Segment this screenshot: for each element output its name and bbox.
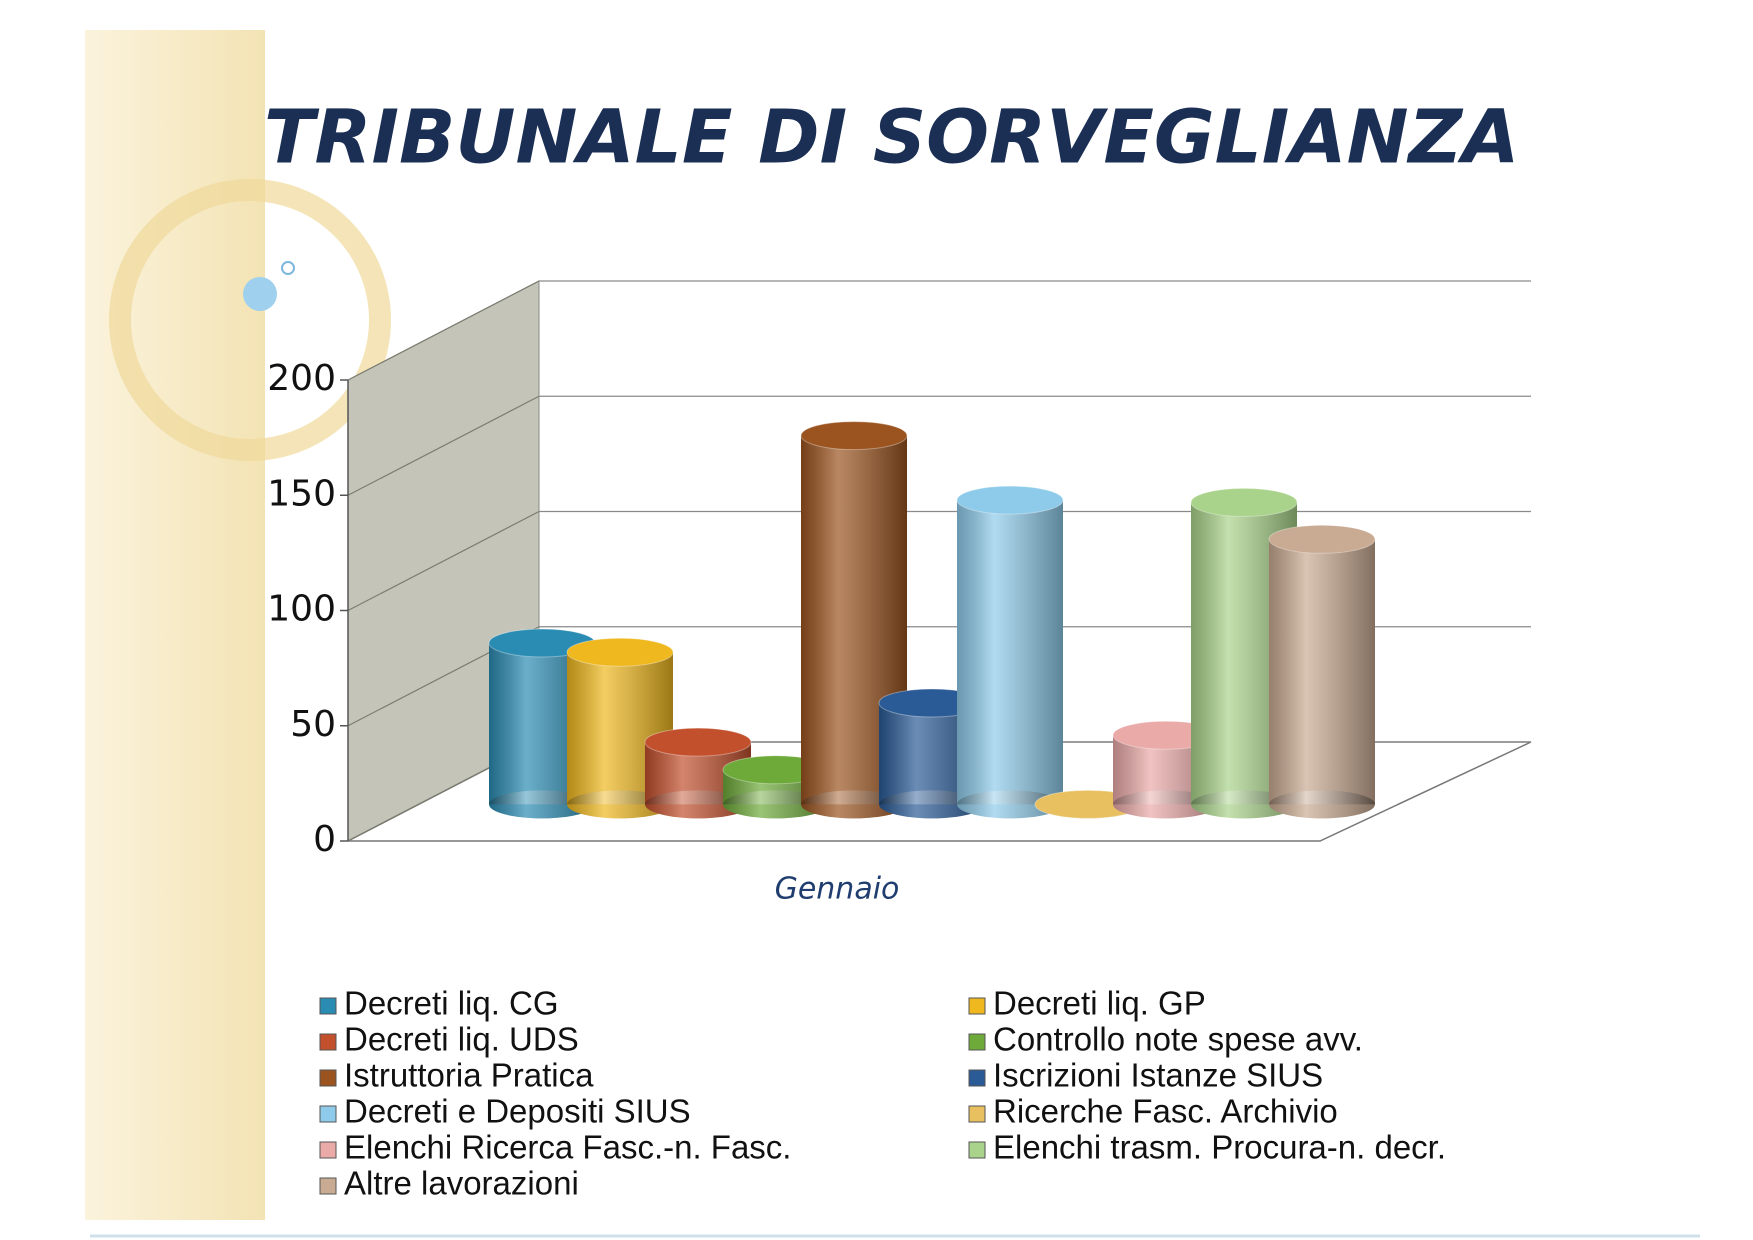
- bar-shade: [957, 500, 1063, 805]
- chart-title: TRIBUNALE DI SORVEGLIANZA: [264, 95, 1519, 181]
- y-tick-label: 200: [267, 358, 336, 399]
- grid-line: [347, 510, 540, 612]
- decor-bubble: [243, 277, 277, 311]
- legend-swatch: [968, 1141, 986, 1159]
- legend-swatch: [968, 1033, 986, 1051]
- legend-label: Decreti liq. GP: [993, 985, 1206, 1022]
- grid-line: [347, 280, 540, 381]
- legend-swatch: [319, 1105, 337, 1123]
- legend-swatch: [968, 997, 986, 1015]
- bar-cap: [1268, 524, 1376, 554]
- decor-bubble: [281, 261, 295, 275]
- bar-cap: [566, 637, 674, 667]
- legend-swatch: [968, 1069, 986, 1087]
- legend-swatch: [319, 1141, 337, 1159]
- legend-swatch: [319, 1069, 337, 1087]
- legend-label: Elenchi Ricerca Fasc.-n. Fasc.: [344, 1129, 791, 1166]
- legend-swatch: [968, 1105, 986, 1123]
- legend-label: Controllo note spese avv.: [993, 1021, 1363, 1058]
- y-tick-label: 150: [267, 473, 336, 514]
- bar-cap: [800, 421, 908, 451]
- decor-stripe: [85, 30, 265, 1220]
- y-tick-label: 100: [267, 589, 336, 630]
- legend-label: Elenchi trasm. Procura-n. decr.: [993, 1129, 1446, 1166]
- y-tick-label: 50: [290, 704, 336, 745]
- bar-base: [1269, 790, 1375, 819]
- legend-label: Altre lavorazioni: [344, 1165, 579, 1202]
- x-tick-label: Gennaio: [775, 872, 900, 907]
- decor-ring: [109, 179, 391, 461]
- legend-label: Iscrizioni Istanze SIUS: [993, 1057, 1323, 1094]
- legend-label: Decreti liq. UDS: [344, 1021, 579, 1058]
- legend-label: Decreti e Depositi SIUS: [344, 1093, 691, 1130]
- grid-line: [347, 395, 540, 496]
- bar-shade: [1269, 539, 1375, 805]
- bar-cap: [956, 485, 1064, 515]
- y-tick-label: 0: [313, 819, 336, 860]
- legend-label: Decreti liq. CG: [344, 985, 559, 1022]
- legend-swatch: [319, 1033, 337, 1051]
- bar-cap: [644, 727, 752, 757]
- legend-label: Ricerche Fasc. Archivio: [993, 1093, 1338, 1130]
- legend-label: Istruttoria Pratica: [344, 1057, 594, 1094]
- legend-swatch: [319, 1177, 337, 1195]
- bar-cap: [1190, 487, 1298, 517]
- bar-base: [957, 790, 1063, 819]
- legend-swatch: [319, 997, 337, 1015]
